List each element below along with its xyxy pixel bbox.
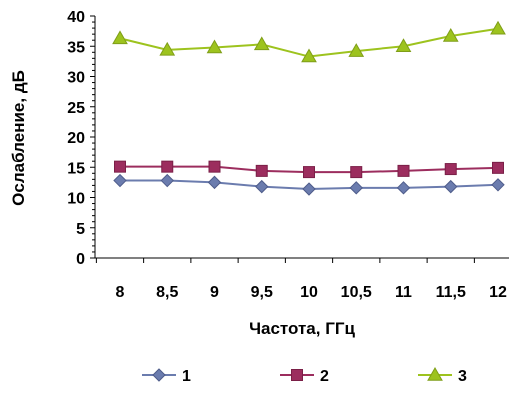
y-tick-label: 25: [67, 100, 85, 117]
y-tick-label: 5: [76, 221, 85, 238]
data-point: [395, 38, 412, 52]
legend: 1 2 3: [142, 366, 467, 385]
data-point: [491, 178, 505, 192]
series-2: [114, 160, 504, 179]
y-tick-label: 20: [67, 130, 85, 147]
data-point: [112, 30, 128, 45]
x-tick-label: 12: [489, 284, 507, 301]
data-point: [206, 39, 223, 54]
legend-label: 1: [182, 368, 191, 385]
data-point: [159, 41, 176, 56]
data-point: [397, 164, 410, 177]
series-1: [113, 173, 505, 196]
data-point: [492, 161, 504, 174]
y-tick-label: 30: [67, 70, 85, 87]
series-layer: [112, 20, 506, 196]
x-tick-label: 9,5: [251, 284, 273, 301]
data-point: [444, 163, 457, 176]
data-point: [160, 173, 174, 188]
x-axis-title: Частота, ГГц: [249, 319, 355, 338]
data-point: [349, 181, 363, 195]
legend-label: 2: [320, 368, 329, 385]
x-tick-label: 10,5: [341, 284, 372, 301]
legend-label: 3: [458, 368, 467, 385]
data-point: [114, 160, 126, 173]
y-tick-label: 35: [67, 39, 85, 56]
data-point: [255, 179, 269, 194]
x-tick-label: 8: [116, 284, 125, 301]
y-tick-label: 10: [67, 191, 85, 208]
data-point: [302, 182, 316, 196]
legend-marker: [152, 368, 166, 382]
data-point: [348, 43, 365, 57]
data-point: [161, 160, 174, 173]
data-point: [301, 48, 317, 63]
axes: [94, 16, 509, 259]
x-tick-label: 11,5: [436, 284, 466, 301]
data-point: [255, 164, 268, 177]
data-point: [253, 36, 270, 51]
x-tick-label: 8,5: [156, 284, 178, 301]
data-point: [113, 173, 127, 188]
y-axis-ticks: 0 5 10 15 20 25 30 35 40: [67, 9, 95, 268]
data-point: [303, 166, 315, 179]
legend-marker: [291, 369, 303, 381]
legend-marker: [427, 366, 443, 381]
data-point: [207, 175, 222, 190]
series-3: [112, 20, 506, 63]
data-point: [444, 179, 458, 194]
x-axis-ticks: 8 8,5 9 9,5 10 10,5 11 11,5 12: [95, 258, 507, 301]
y-tick-label: 40: [67, 9, 85, 26]
legend-item-1: 1: [142, 368, 191, 385]
x-tick-label: 10: [300, 284, 318, 301]
x-tick-label: 11: [395, 284, 412, 301]
y-tick-label: 0: [76, 251, 85, 268]
y-tick-label: 15: [67, 160, 85, 177]
x-tick-label: 9: [210, 284, 219, 301]
data-point: [396, 181, 411, 195]
y-axis-title: Ослабление, дБ: [9, 70, 28, 206]
legend-item-3: 3: [418, 366, 467, 385]
data-point: [350, 166, 363, 179]
data-point: [208, 160, 221, 173]
data-point: [490, 20, 506, 35]
data-point: [442, 27, 459, 42]
legend-item-2: 2: [280, 368, 329, 385]
